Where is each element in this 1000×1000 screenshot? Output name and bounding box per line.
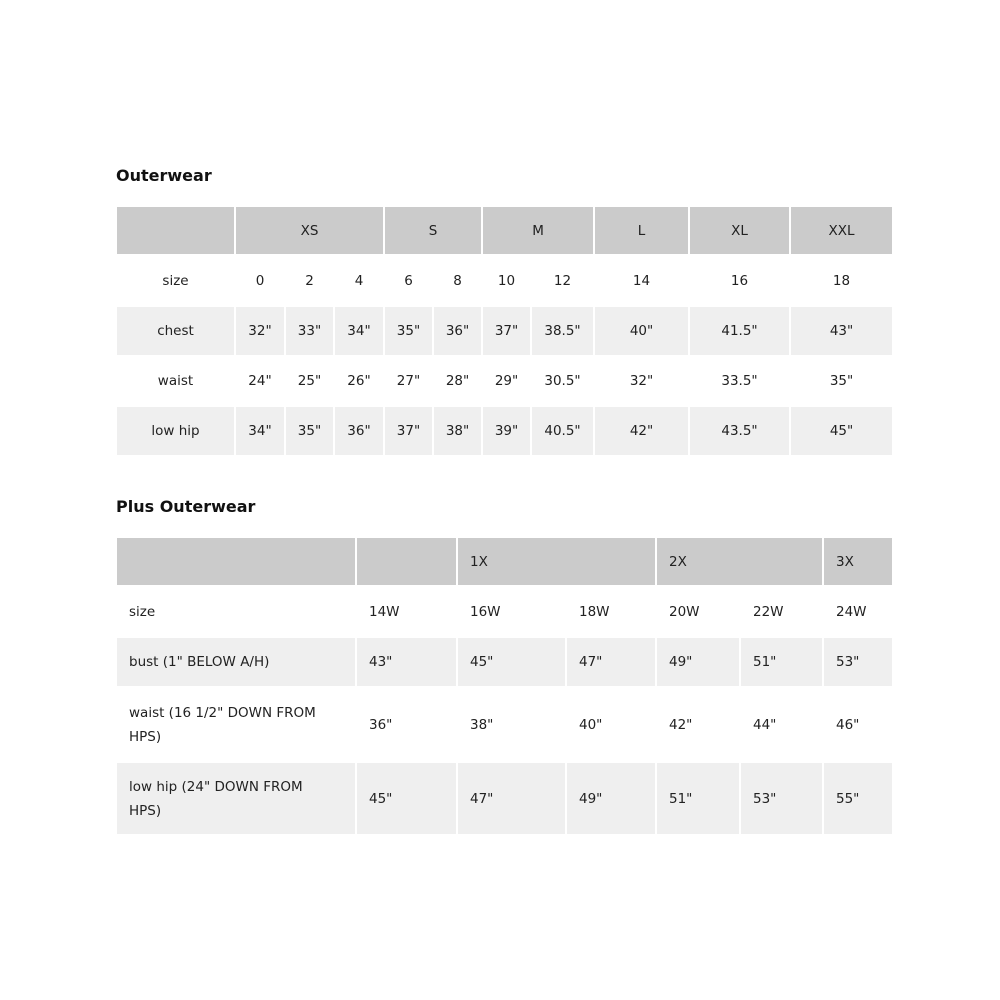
measurement-cell: 33"	[286, 307, 335, 357]
measurement-cell: 55"	[824, 763, 892, 836]
measurement-cell: 34"	[236, 407, 286, 457]
measurement-cell: 36"	[434, 307, 484, 357]
measurement-cell: 33.5"	[690, 357, 792, 407]
size-group-xs: XS	[236, 207, 385, 256]
outerwear-title: Outerwear	[116, 166, 212, 185]
measurement-cell: 10	[483, 256, 533, 307]
measurement-cell: 43.5"	[690, 407, 792, 457]
measurement-cell: 0	[236, 256, 286, 307]
header-blank-cell	[117, 207, 236, 256]
measurement-cell: 36"	[335, 407, 385, 457]
header-blank-cell	[357, 538, 458, 587]
size-group-1x: 1X	[458, 538, 657, 587]
measurement-cell: 47"	[567, 638, 657, 688]
table-row: bust (1" BELOW A/H) 43" 45" 47" 49" 51" 53"	[117, 638, 892, 688]
row-label: waist	[117, 357, 236, 407]
measurement-cell: 40"	[595, 307, 691, 357]
measurement-cell: 39"	[483, 407, 533, 457]
measurement-cell: 26"	[335, 357, 385, 407]
measurement-cell: 27"	[385, 357, 434, 407]
row-label: size	[117, 256, 236, 307]
measurement-cell: 53"	[824, 638, 892, 688]
measurement-cell: 37"	[483, 307, 533, 357]
measurement-cell: 35"	[286, 407, 335, 457]
row-label: size	[117, 587, 357, 638]
measurement-cell: 41.5"	[690, 307, 792, 357]
measurement-cell: 24W	[824, 587, 892, 638]
row-label: waist (16 1/2" DOWN FROM HPS)	[117, 688, 357, 763]
measurement-cell: 42"	[657, 688, 741, 763]
size-group-2x: 2X	[657, 538, 824, 587]
measurement-cell: 12	[532, 256, 596, 307]
measurement-cell: 28"	[434, 357, 484, 407]
measurement-cell: 43"	[357, 638, 458, 688]
measurement-cell: 45"	[357, 763, 458, 836]
measurement-cell: 22W	[741, 587, 824, 638]
measurement-cell: 35"	[385, 307, 434, 357]
measurement-cell: 43"	[791, 307, 893, 357]
measurement-cell: 8	[434, 256, 484, 307]
measurement-cell: 4	[335, 256, 385, 307]
table-row: size 0 2 4 6 8 10 12 14 16 18	[117, 256, 893, 307]
measurement-cell: 34"	[335, 307, 385, 357]
measurement-cell: 51"	[657, 763, 741, 836]
measurement-cell: 16W	[458, 587, 567, 638]
measurement-cell: 18	[791, 256, 893, 307]
row-label: chest	[117, 307, 236, 357]
measurement-cell: 24"	[236, 357, 286, 407]
table-row: chest 32" 33" 34" 35" 36" 37" 38.5" 40" 41.5" 43"	[117, 307, 893, 357]
table-row: waist 24" 25" 26" 27" 28" 29" 30.5" 32" 33.5" 35"	[117, 357, 893, 407]
measurement-cell: 32"	[236, 307, 286, 357]
plus-outerwear-title: Plus Outerwear	[116, 497, 256, 516]
measurement-cell: 2	[286, 256, 335, 307]
size-group-xxl: XXL	[791, 207, 893, 256]
measurement-cell: 45"	[458, 638, 567, 688]
measurement-cell: 47"	[458, 763, 567, 836]
measurement-cell: 38.5"	[532, 307, 596, 357]
measurement-cell: 6	[385, 256, 434, 307]
measurement-cell: 35"	[791, 357, 893, 407]
measurement-cell: 14	[595, 256, 691, 307]
measurement-cell: 25"	[286, 357, 335, 407]
table-row: low hip 34" 35" 36" 37" 38" 39" 40.5" 42" 43.5" 45…	[117, 407, 893, 457]
size-group-3x: 3X	[824, 538, 892, 587]
size-group-s: S	[385, 207, 484, 256]
measurement-cell: 53"	[741, 763, 824, 836]
row-label: low hip	[117, 407, 236, 457]
table-row: size 14W 16W 18W 20W 22W 24W	[117, 587, 892, 638]
measurement-cell: 42"	[595, 407, 691, 457]
header-row: 1X 2X 3X	[117, 538, 892, 587]
size-group-m: M	[483, 207, 596, 256]
outerwear-size-table: XS S M L XL XXL size 0 2 4 6 8 10 12 14 16 18 chest 32" 33"…	[117, 207, 893, 457]
measurement-cell: 20W	[657, 587, 741, 638]
measurement-cell: 36"	[357, 688, 458, 763]
size-group-l: L	[595, 207, 691, 256]
row-label: bust (1" BELOW A/H)	[117, 638, 357, 688]
measurement-cell: 37"	[385, 407, 434, 457]
size-group-xl: XL	[690, 207, 792, 256]
measurement-cell: 38"	[458, 688, 567, 763]
measurement-cell: 40"	[567, 688, 657, 763]
header-row: XS S M L XL XXL	[117, 207, 893, 256]
measurement-cell: 16	[690, 256, 792, 307]
measurement-cell: 32"	[595, 357, 691, 407]
measurement-cell: 44"	[741, 688, 824, 763]
measurement-cell: 46"	[824, 688, 892, 763]
measurement-cell: 30.5"	[532, 357, 596, 407]
measurement-cell: 29"	[483, 357, 533, 407]
measurement-cell: 38"	[434, 407, 484, 457]
table-row: waist (16 1/2" DOWN FROM HPS) 36" 38" 40" 42…	[117, 688, 892, 763]
table-row: low hip (24" DOWN FROM HPS) 45" 47" 49" 51" 5…	[117, 763, 892, 836]
header-blank-cell	[117, 538, 357, 587]
measurement-cell: 49"	[657, 638, 741, 688]
measurement-cell: 18W	[567, 587, 657, 638]
measurement-cell: 45"	[791, 407, 893, 457]
measurement-cell: 14W	[357, 587, 458, 638]
measurement-cell: 51"	[741, 638, 824, 688]
measurement-cell: 49"	[567, 763, 657, 836]
plus-outerwear-size-table: 1X 2X 3X size 14W 16W 18W 20W 22W 24W bust (1" BEL…	[117, 538, 892, 836]
measurement-cell: 40.5"	[532, 407, 596, 457]
row-label: low hip (24" DOWN FROM HPS)	[117, 763, 357, 836]
